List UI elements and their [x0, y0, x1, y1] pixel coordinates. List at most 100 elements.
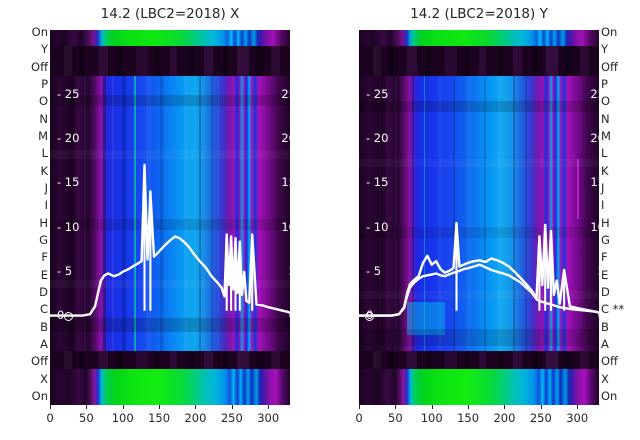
x-tick-label-200: 200	[493, 411, 516, 425]
category-label-right-13: F	[601, 250, 608, 265]
category-label-right-14: E	[601, 267, 609, 282]
x-tick-label-150: 150	[148, 411, 171, 425]
inner-y-tick-mirror-20: 20	[281, 131, 290, 146]
inner-y-tick-5: - 5	[366, 263, 382, 278]
x-tick-150	[468, 405, 470, 409]
x-tick-label-50: 50	[79, 411, 94, 425]
inner-y-tick-mirror-15: 15	[590, 175, 599, 190]
heat-band-bottom-y	[359, 369, 599, 405]
heat-band-top-x	[50, 30, 290, 46]
category-label-right-21: On	[601, 389, 618, 403]
category-label-left-19: Off	[31, 354, 48, 369]
inner-y-tick-20: - 20	[366, 131, 389, 146]
x-tick-label-0: 0	[355, 411, 363, 425]
x-tick-100	[122, 405, 124, 409]
category-axis-right: On Y Off P O N M L K J I H G F E D C ** B A Off X On	[601, 26, 640, 405]
inner-y-tick-15: - 15	[57, 175, 80, 190]
inner-y-tick-5: - 5	[57, 263, 73, 278]
inner-y-tick-15: - 15	[366, 175, 389, 190]
x-tick-label-300: 300	[566, 411, 589, 425]
category-label-left-15: D	[39, 285, 48, 299]
inner-y-tick-mirror-0: 0	[598, 309, 599, 322]
inner-y-tick-mirror-15: 15	[281, 175, 290, 190]
x-tick-250	[540, 405, 542, 409]
category-label-right-19: Off	[601, 354, 618, 369]
category-label-right-10: I	[601, 198, 605, 213]
x-tick-200	[195, 405, 197, 409]
category-label-left-8: K	[40, 163, 48, 178]
x-axis-panel-y: 0 50 100 150 200 250 300	[355, 405, 599, 439]
category-label-right-0: On	[601, 25, 618, 39]
heatmap-panel-y[interactable]: - 2525- 2020- 1515- 1010- 5500	[359, 30, 599, 405]
inner-y-tick-mirror-25: 25	[281, 86, 290, 101]
panel-y-title: 14.2 (LBC2=2018) Y	[410, 6, 548, 22]
x-tick-label-100: 100	[111, 411, 134, 425]
category-label-left-3: P	[41, 77, 48, 91]
zero-marker-y	[365, 311, 374, 321]
zero-marker-x	[64, 311, 73, 321]
x-tick-label-300: 300	[257, 411, 280, 425]
inner-y-tick-mirror-10: 10	[281, 219, 290, 234]
x-tick-300	[268, 405, 270, 409]
inner-y-tick-mirror-5: 5	[289, 265, 290, 278]
category-label-right-16: C **	[601, 302, 625, 317]
inner-y-tick-mirror-0: 0	[289, 309, 290, 322]
category-axis-left: On Y Off P O N M L K J I H G F E D C B A Off X On	[4, 26, 48, 405]
category-label-left-4: O	[38, 94, 48, 109]
heat-band-bottom-x	[50, 369, 290, 405]
heatmap-panel-x[interactable]: - 2525- 2020- 1515- 1010- 5500	[50, 30, 290, 405]
category-label-right-5: N	[601, 111, 610, 126]
x-tick-label-250: 250	[529, 411, 552, 425]
inner-y-tick-mirror-10: 10	[590, 219, 599, 234]
inner-y-tick-mirror-20: 20	[590, 131, 599, 146]
category-label-left-13: F	[41, 250, 48, 265]
inner-y-tick-25: - 25	[366, 86, 389, 101]
category-label-left-12: G	[39, 233, 48, 247]
x-tick-50	[86, 405, 88, 409]
x-tick-label-0: 0	[46, 411, 54, 425]
category-label-left-11: H	[39, 215, 48, 230]
category-label-left-7: L	[41, 146, 48, 161]
x-tick-150	[159, 405, 161, 409]
data-trace-y	[359, 221, 599, 317]
inner-y-tick-10: - 10	[57, 219, 80, 234]
category-label-right-1: Y	[601, 42, 609, 57]
category-label-left-1: Y	[40, 42, 48, 57]
category-label-right-3: P	[601, 77, 608, 91]
panel-x-title: 14.2 (LBC2=2018) X	[100, 6, 240, 22]
x-tick-200	[504, 405, 506, 409]
x-tick-label-100: 100	[420, 411, 443, 425]
category-label-right-6: M	[601, 129, 611, 143]
category-label-right-11: H	[601, 215, 610, 230]
x-tick-300	[577, 405, 579, 409]
category-label-left-0: On	[31, 25, 48, 39]
heat-band-top-y	[359, 30, 599, 46]
category-label-right-7: L	[601, 146, 608, 161]
x-tick-label-200: 200	[184, 411, 207, 425]
category-label-left-10: I	[44, 198, 48, 213]
category-label-left-9: J	[44, 181, 48, 195]
category-label-left-17: B	[40, 319, 48, 334]
inner-y-tick-10: - 10	[366, 219, 389, 234]
data-trace-x	[50, 163, 290, 317]
category-label-left-21: On	[31, 389, 48, 403]
x-tick-100	[431, 405, 433, 409]
category-label-right-18: A	[601, 337, 609, 351]
x-tick-50	[395, 405, 397, 409]
inner-y-tick-mirror-5: 5	[598, 265, 599, 278]
category-label-right-17: B	[601, 319, 609, 334]
x-tick-label-150: 150	[457, 411, 480, 425]
category-label-right-4: O	[601, 94, 611, 109]
category-label-right-8: K	[601, 163, 609, 178]
x-tick-0	[50, 405, 51, 409]
x-tick-label-250: 250	[220, 411, 243, 425]
category-label-left-6: M	[38, 129, 48, 143]
category-label-left-20: X	[40, 371, 48, 386]
x-tick-250	[231, 405, 233, 409]
category-label-left-2: Off	[31, 59, 48, 74]
category-label-left-5: N	[39, 111, 48, 126]
category-label-left-18: A	[40, 337, 48, 351]
inner-y-tick-25: - 25	[57, 86, 80, 101]
x-axis-panel-x: 0 50 100 150 200 250 300	[46, 405, 290, 439]
